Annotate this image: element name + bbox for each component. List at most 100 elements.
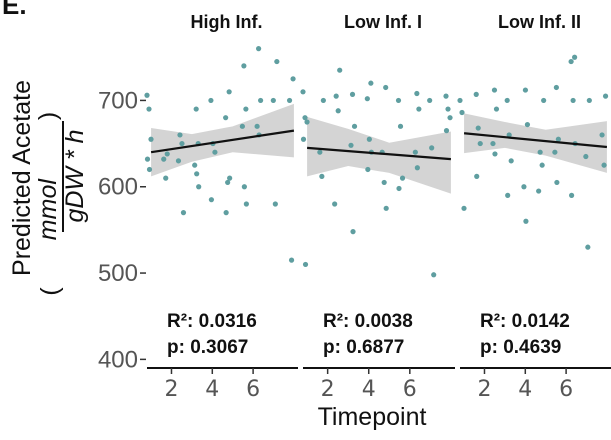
y-axis-title: Predicted Acetate ( mmol ) gDW * h [8,80,89,296]
data-point [431,272,437,278]
data-point [412,149,418,155]
data-point [427,97,433,104]
data-point [474,173,480,179]
data-point [536,188,542,194]
data-point [337,67,343,73]
data-point [226,89,232,95]
data-point [272,201,278,207]
data-point [348,142,354,148]
data-point [554,179,560,186]
x-tick-label: 2 [321,377,335,402]
data-point [270,97,276,104]
data-point [539,162,545,168]
data-point [302,261,309,268]
data-point [212,149,218,155]
data-point [148,136,154,142]
data-point [350,229,356,235]
data-point [368,80,374,86]
regression-line [307,146,451,161]
data-point [256,46,262,52]
data-point [300,89,306,95]
data-point [585,244,591,250]
data-point [223,210,229,216]
data-point [396,185,402,192]
data-point [274,58,280,65]
data-point [445,106,451,112]
x-tick-label: 2 [477,377,491,402]
data-point [383,84,389,91]
data-point [555,136,561,142]
data-point [179,140,185,147]
x-tick-label: 6 [403,377,417,402]
x-tick-label: 6 [559,377,573,402]
data-point [506,132,512,138]
data-point [302,115,308,121]
confidence-band [307,116,451,194]
facet-title: High Inf. [191,12,263,32]
data-point [192,162,198,168]
r-squared-label: R²: 0.0038 [323,311,413,332]
data-point [258,97,264,104]
data-point [288,257,295,263]
data-point [521,184,527,190]
data-point [227,175,233,181]
data-point [193,106,199,112]
data-point [144,92,150,98]
facet-panel: Low Inf. I R²: 0.0038 p: 0.6877 2 4 6 [300,12,455,402]
data-point [508,158,514,164]
data-point [144,156,151,162]
data-point [492,151,498,157]
data-point [443,93,449,99]
data-point [583,153,589,160]
data-point [523,218,529,224]
data-point [599,132,605,138]
y-tick-label: 700 [98,87,138,114]
data-point [164,151,170,157]
data-point [290,76,296,82]
data-point [572,54,578,60]
data-point [351,123,358,129]
p-value-label: p: 0.6877 [323,337,404,358]
data-point [254,123,260,129]
data-point [194,171,200,177]
regression-line [150,129,295,154]
x-tick-label: 2 [164,377,178,402]
data-point [602,93,609,99]
y-tick-label: 600 [98,174,138,201]
data-point [475,125,481,131]
data-point [569,192,575,198]
data-point [524,121,531,128]
x-axis-title: Timepoint [318,403,427,431]
facet-title: Low Inf. II [498,12,581,32]
data-point [416,106,422,112]
data-point [364,96,370,102]
x-tick-label: 4 [362,377,376,402]
data-point [241,184,247,190]
data-point [447,115,453,121]
data-point [459,109,465,116]
r-squared-label: R²: 0.0316 [167,311,257,332]
data-point [473,91,479,97]
data-point [601,162,607,168]
data-point [553,84,559,91]
data-point [457,97,463,104]
data-point [177,132,183,138]
data-point [537,149,543,155]
data-point [241,63,247,69]
data-point [332,201,338,207]
y-axis-unit-denominator: gDW * h [61,129,89,222]
data-point [552,149,558,155]
data-point [443,128,450,134]
data-point [239,123,245,129]
data-point [414,90,420,97]
data-point [300,136,307,142]
data-point [586,97,592,104]
data-point [399,175,406,181]
data-point [146,106,152,112]
data-point [319,173,325,179]
y-tick-label: 400 [98,346,138,373]
y-axis-title-main: Predicted Acetate [8,80,36,276]
data-point [490,140,496,147]
confidence-band [151,103,294,177]
data-point [243,106,249,112]
